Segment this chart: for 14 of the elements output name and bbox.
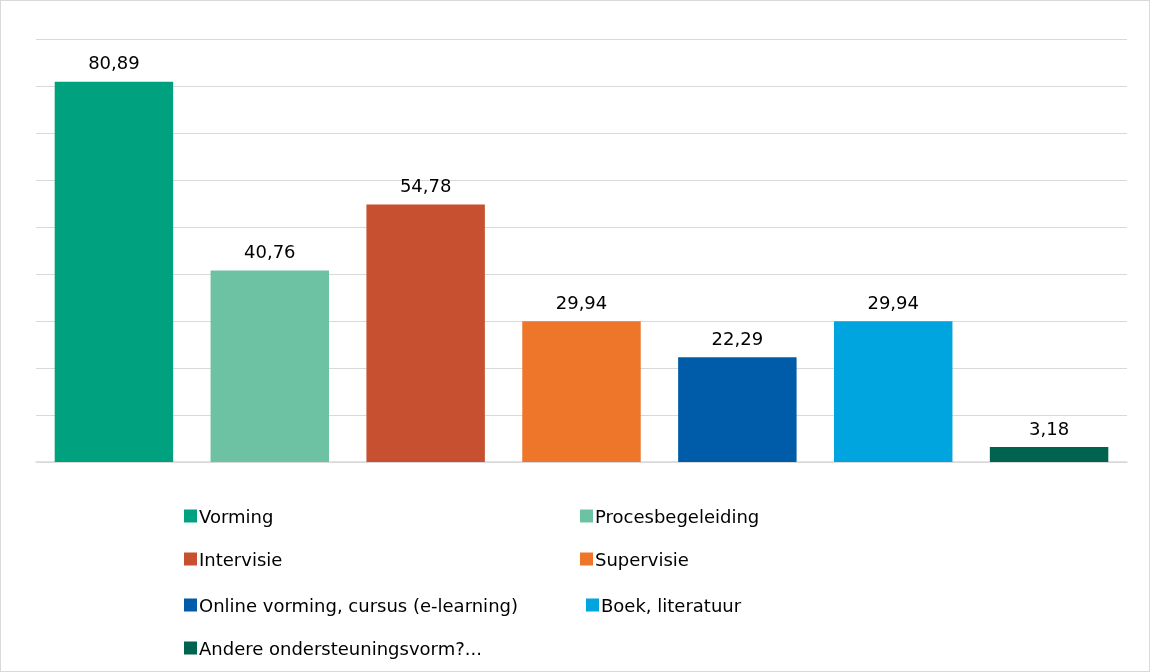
data-label: 3,18: [1029, 417, 1070, 439]
legend-label: Online vorming, cursus (e-learning): [199, 594, 518, 616]
data-label: 22,29: [711, 327, 764, 349]
data-label: 29,94: [555, 291, 608, 313]
data-label: 80,89: [88, 52, 140, 74]
legend-label: Intervisie: [199, 548, 283, 570]
legend-label: Supervisie: [595, 548, 689, 570]
data-label: 29,94: [867, 291, 919, 313]
legend-label: Boek, literatuur: [601, 594, 742, 616]
legend-label: Andere ondersteuningsvorm?...: [199, 637, 482, 659]
data-label: 40,76: [244, 240, 296, 262]
data-label: 54,78: [399, 175, 452, 197]
legend-label: Vorming: [199, 505, 274, 527]
legend-label: Procesbegeleiding: [595, 505, 760, 527]
